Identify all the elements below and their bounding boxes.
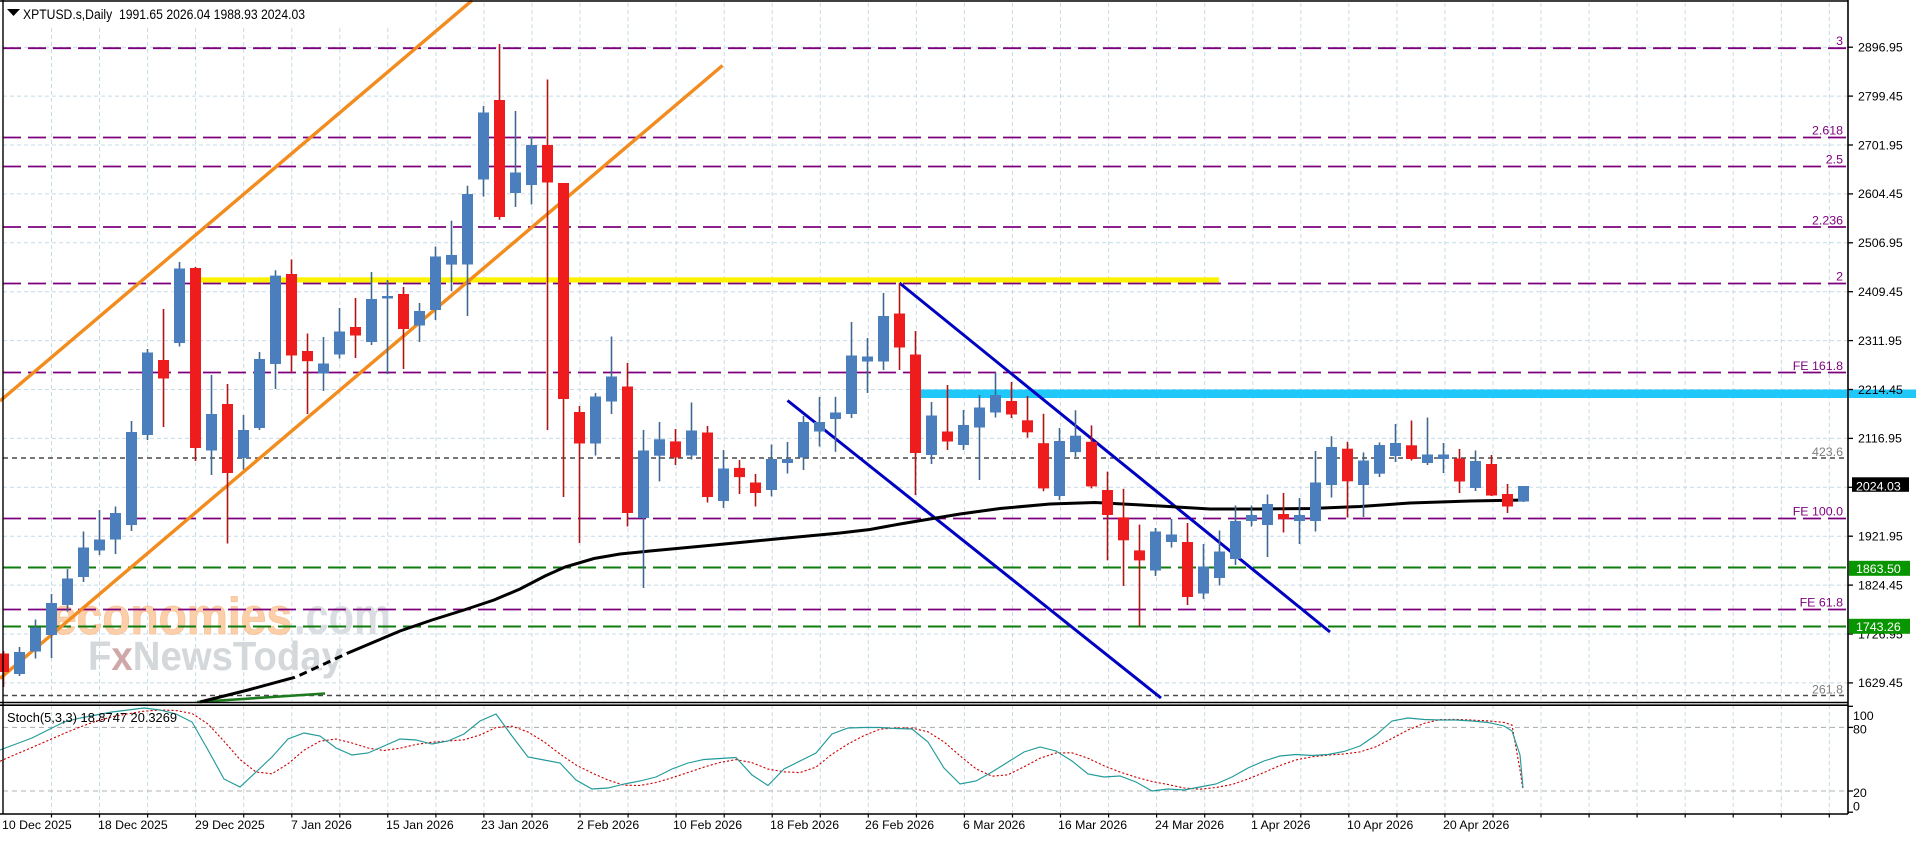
svg-text:FE 61.8: FE 61.8 xyxy=(1800,596,1844,610)
svg-text:Stoch(5,3,3) 18.8747 20.3269: Stoch(5,3,3) 18.8747 20.3269 xyxy=(7,710,177,725)
svg-text:FE 161.8: FE 161.8 xyxy=(1793,359,1843,373)
svg-text:XPTUSD.s,Daily 1991.65 2026.0: XPTUSD.s,Daily 1991.65 2026.04 1988.93 2… xyxy=(23,7,305,22)
svg-text:24 Mar 2026: 24 Mar 2026 xyxy=(1155,818,1224,832)
svg-text:2.618: 2.618 xyxy=(1812,124,1843,138)
svg-text:80: 80 xyxy=(1853,722,1867,736)
svg-text:6 Mar 2026: 6 Mar 2026 xyxy=(963,818,1025,832)
svg-text:1 Apr 2026: 1 Apr 2026 xyxy=(1251,818,1311,832)
svg-text:0: 0 xyxy=(1853,799,1860,813)
svg-text:10 Dec 2025: 10 Dec 2025 xyxy=(2,818,72,832)
svg-text:2701.95: 2701.95 xyxy=(1858,138,1903,152)
svg-text:423.6: 423.6 xyxy=(1812,445,1843,459)
svg-text:18 Feb 2026: 18 Feb 2026 xyxy=(770,818,839,832)
svg-text:100: 100 xyxy=(1853,709,1874,723)
svg-text:2.5: 2.5 xyxy=(1826,153,1843,167)
svg-text:261.8: 261.8 xyxy=(1812,683,1843,697)
svg-text:2506.95: 2506.95 xyxy=(1858,236,1903,250)
svg-text:1629.45: 1629.45 xyxy=(1858,676,1903,690)
svg-text:10 Feb 2026: 10 Feb 2026 xyxy=(673,818,742,832)
svg-text:16 Mar 2026: 16 Mar 2026 xyxy=(1058,818,1127,832)
svg-text:economies: economies xyxy=(51,588,292,646)
svg-text:1921.95: 1921.95 xyxy=(1858,530,1903,544)
svg-text:FE 100.0: FE 100.0 xyxy=(1793,505,1843,519)
svg-text:1863.50: 1863.50 xyxy=(1856,562,1901,576)
svg-text:2896.95: 2896.95 xyxy=(1858,41,1903,55)
svg-text:2: 2 xyxy=(1836,270,1843,284)
svg-text:1743.26: 1743.26 xyxy=(1856,620,1901,634)
svg-text:18 Dec 2025: 18 Dec 2025 xyxy=(98,818,168,832)
svg-text:FxNewsToday: FxNewsToday xyxy=(88,633,343,679)
svg-text:2024.03: 2024.03 xyxy=(1856,479,1901,493)
svg-text:15 Jan 2026: 15 Jan 2026 xyxy=(386,818,454,832)
svg-text:1824.45: 1824.45 xyxy=(1858,578,1903,592)
svg-text:2 Feb 2026: 2 Feb 2026 xyxy=(577,818,639,832)
svg-text:29 Dec 2025: 29 Dec 2025 xyxy=(195,818,265,832)
svg-text:.com: .com xyxy=(294,588,391,646)
svg-text:7 Jan 2026: 7 Jan 2026 xyxy=(291,818,352,832)
svg-text:20: 20 xyxy=(1853,786,1867,800)
svg-text:2409.45: 2409.45 xyxy=(1858,285,1903,299)
svg-text:2116.95: 2116.95 xyxy=(1858,432,1902,446)
svg-text:2604.45: 2604.45 xyxy=(1858,187,1903,201)
svg-text:26 Feb 2026: 26 Feb 2026 xyxy=(865,818,934,832)
svg-text:2214.45: 2214.45 xyxy=(1858,383,1903,397)
svg-text:20 Apr 2026: 20 Apr 2026 xyxy=(1443,818,1509,832)
svg-text:10 Apr 2026: 10 Apr 2026 xyxy=(1347,818,1413,832)
svg-text:2311.95: 2311.95 xyxy=(1858,334,1902,348)
svg-text:23 Jan 2026: 23 Jan 2026 xyxy=(481,818,549,832)
svg-text:2799.45: 2799.45 xyxy=(1858,89,1903,103)
svg-text:3: 3 xyxy=(1836,34,1843,48)
svg-text:2.236: 2.236 xyxy=(1812,214,1843,228)
